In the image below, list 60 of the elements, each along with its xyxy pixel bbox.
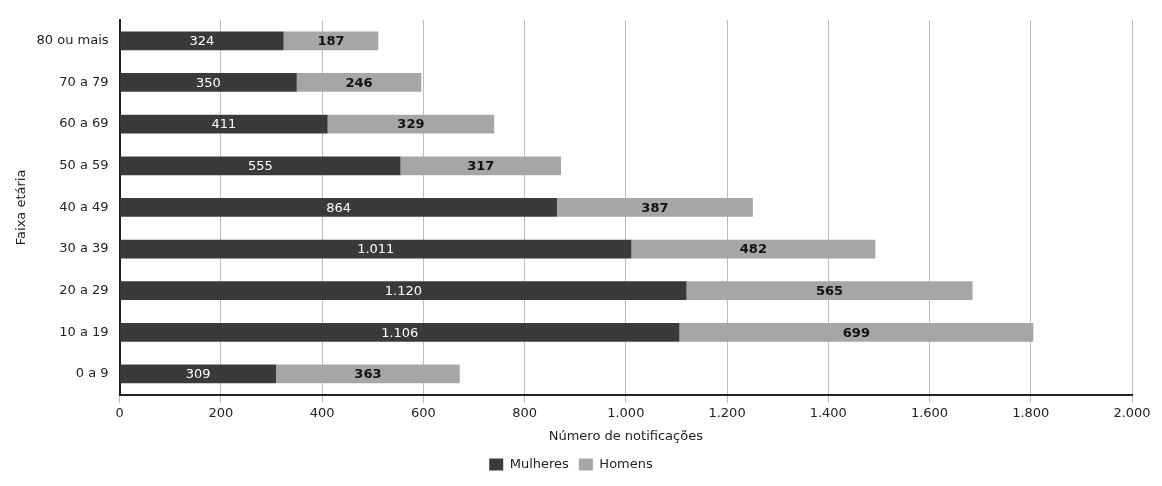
bar xyxy=(120,198,557,217)
legend-label: Homens xyxy=(599,455,653,471)
data-label: 482 xyxy=(739,241,767,257)
data-label: 309 xyxy=(185,366,211,382)
x-tick-label: 1.400 xyxy=(809,404,847,420)
bar xyxy=(120,31,284,51)
data-label: 565 xyxy=(815,283,844,299)
x-tick-label: 1.600 xyxy=(910,404,949,420)
bar xyxy=(120,281,687,301)
y-tick-label: 10 a 19 xyxy=(59,323,109,339)
data-label: 324 xyxy=(189,33,215,49)
x-tick-label: 200 xyxy=(208,404,234,420)
x-tick-label: 0 xyxy=(115,404,124,420)
bar xyxy=(679,322,1034,342)
y-tick-label: 0 a 9 xyxy=(75,365,109,381)
data-label: 1.011 xyxy=(357,241,395,257)
bar xyxy=(296,73,422,92)
bar xyxy=(120,322,680,342)
data-label: 1.120 xyxy=(384,283,422,299)
x-tick-label: 2.000 xyxy=(1113,404,1151,420)
x-tick-label: 1.000 xyxy=(607,404,645,420)
y-tick-label: 60 a 69 xyxy=(59,115,109,131)
y-tick-label: 80 ou mais xyxy=(36,32,109,48)
bar xyxy=(686,281,973,301)
bar xyxy=(327,114,495,134)
x-tick-label: 1.800 xyxy=(1012,404,1050,420)
data-label: 363 xyxy=(354,366,382,382)
bar xyxy=(556,198,753,217)
y-axis-title: Faixa etária xyxy=(13,169,29,246)
bar xyxy=(120,114,328,134)
data-label: 411 xyxy=(211,116,237,132)
x-tick-label: 600 xyxy=(410,404,436,420)
y-tick-label: 50 a 59 xyxy=(59,157,109,173)
bar xyxy=(283,31,379,51)
bar xyxy=(120,364,277,384)
y-tick-label: 30 a 39 xyxy=(59,240,109,256)
x-tick-label: 800 xyxy=(512,404,537,420)
y-tick-label: 70 a 79 xyxy=(59,73,109,89)
data-label: 329 xyxy=(397,116,425,132)
bar xyxy=(631,239,876,259)
data-label: 555 xyxy=(247,158,273,174)
bar xyxy=(120,239,632,259)
data-label: 1.106 xyxy=(381,324,419,340)
y-tick-label: 20 a 29 xyxy=(59,282,109,298)
data-label: 246 xyxy=(345,74,373,90)
legend-label: Mulheres xyxy=(509,455,570,471)
data-label: 187 xyxy=(317,33,345,49)
bar xyxy=(400,156,562,176)
data-label: 317 xyxy=(467,158,495,174)
x-tick-label: 400 xyxy=(309,404,335,420)
data-label: 864 xyxy=(326,199,351,215)
x-tick-label: 1.200 xyxy=(708,404,746,420)
data-label: 350 xyxy=(196,74,221,90)
bar xyxy=(120,73,297,92)
bar xyxy=(276,364,460,384)
bar xyxy=(120,156,401,176)
x-axis-title: Número de notificações xyxy=(548,427,704,443)
data-label: 387 xyxy=(641,199,669,215)
data-label: 699 xyxy=(842,324,870,340)
y-tick-label: 40 a 49 xyxy=(59,198,109,214)
